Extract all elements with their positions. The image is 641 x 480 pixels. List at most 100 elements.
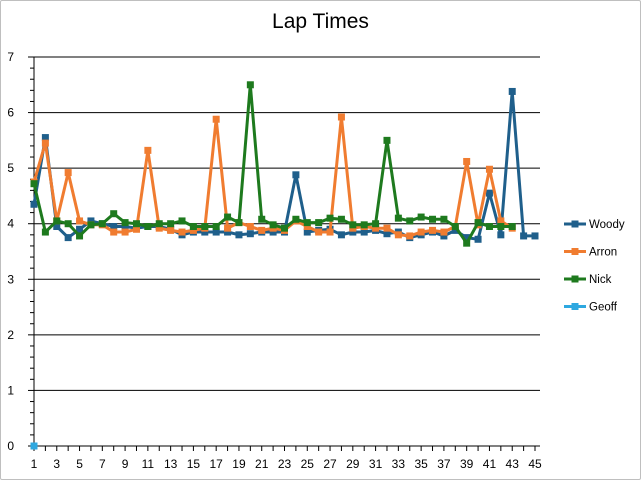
data-point-arron [64, 169, 72, 177]
y-tick-label: 1 [7, 383, 14, 397]
data-point-woody [360, 228, 368, 236]
data-point-nick [30, 180, 38, 188]
data-point-nick [440, 215, 448, 223]
data-point-woody [349, 228, 357, 236]
data-point-arron [178, 228, 186, 236]
data-point-woody [121, 222, 129, 230]
x-tick-label: 17 [210, 457, 224, 471]
data-point-woody [292, 171, 300, 179]
data-point-woody [337, 231, 345, 239]
data-point-woody [201, 228, 209, 236]
data-point-nick [224, 213, 232, 221]
data-point-nick [246, 81, 254, 89]
data-point-arron [485, 165, 493, 173]
data-point-arron [132, 225, 140, 233]
legend-marker-arron [571, 248, 579, 255]
data-point-arron [258, 226, 266, 234]
data-point-nick [451, 222, 459, 230]
x-tick-label: 3 [53, 457, 60, 471]
data-point-woody [520, 232, 528, 240]
data-point-arron [315, 228, 323, 236]
data-point-arron [429, 226, 437, 234]
data-point-nick [292, 215, 300, 223]
data-point-woody [224, 228, 232, 236]
data-point-arron [497, 217, 505, 225]
data-point-woody [531, 232, 539, 240]
x-tick-label: 31 [369, 457, 383, 471]
data-point-nick [303, 219, 311, 227]
data-point-nick [429, 215, 437, 223]
data-point-arron [155, 224, 163, 232]
x-tick-label: 27 [323, 457, 337, 471]
data-point-arron [372, 224, 380, 232]
chart-title: Lap Times [272, 10, 369, 33]
data-point-arron [246, 222, 254, 230]
data-point-arron [303, 222, 311, 230]
legend-label-geoff: Geoff [589, 302, 618, 314]
x-tick-label: 23 [278, 457, 292, 471]
x-tick-label: 19 [232, 457, 246, 471]
data-point-woody [303, 228, 311, 236]
data-point-nick [167, 220, 175, 228]
y-tick-label: 7 [7, 50, 14, 64]
y-tick-label: 4 [7, 217, 14, 231]
data-point-nick [64, 220, 72, 228]
data-point-nick [326, 214, 334, 222]
legend-marker-geoff [571, 303, 579, 310]
y-tick-label: 0 [7, 439, 14, 453]
y-tick-label: 2 [7, 328, 14, 342]
x-tick-label: 7 [99, 457, 106, 471]
data-point-arron [167, 226, 175, 234]
data-point-woody [235, 231, 243, 239]
data-point-arron [144, 146, 152, 154]
data-point-arron [406, 232, 414, 240]
data-point-geoff [30, 442, 38, 450]
data-point-woody [30, 200, 38, 208]
data-point-nick [189, 222, 197, 230]
x-tick-label: 15 [187, 457, 201, 471]
x-tick-label: 37 [437, 457, 451, 471]
data-point-arron [463, 157, 471, 165]
data-point-nick [372, 220, 380, 228]
data-point-nick [406, 217, 414, 225]
data-point-arron [440, 228, 448, 236]
data-point-nick [281, 224, 288, 232]
data-point-arron [394, 231, 402, 239]
data-point-nick [394, 214, 402, 222]
data-point-arron [224, 224, 232, 232]
data-point-nick [269, 221, 277, 229]
data-point-nick [212, 222, 220, 230]
x-tick-label: 41 [483, 457, 497, 471]
data-point-nick [337, 215, 345, 223]
data-point-woody [485, 189, 493, 197]
x-tick-label: 21 [255, 457, 269, 471]
data-point-woody [497, 231, 505, 239]
data-point-woody [269, 228, 277, 236]
data-point-arron [326, 228, 334, 236]
data-point-nick [258, 215, 266, 223]
data-point-woody [383, 230, 391, 238]
y-tick-label: 5 [7, 161, 14, 175]
legend-marker-nick [571, 275, 579, 283]
x-tick-label: 29 [346, 457, 360, 471]
data-point-woody [76, 225, 84, 233]
data-point-nick [349, 221, 357, 229]
data-point-nick [360, 221, 368, 229]
x-tick-label: 25 [301, 457, 315, 471]
x-tick-label: 35 [414, 457, 428, 471]
data-point-nick [463, 239, 471, 247]
data-point-woody [474, 235, 482, 243]
data-point-nick [87, 221, 95, 229]
x-tick-label: 13 [164, 457, 178, 471]
data-point-nick [41, 228, 49, 236]
legend-label-woody: Woody [589, 219, 625, 231]
data-point-arron [212, 115, 220, 123]
x-tick-label: 11 [142, 457, 155, 471]
data-point-woody [451, 226, 459, 234]
legend-label-nick: Nick [589, 274, 612, 286]
data-point-nick [201, 222, 209, 230]
data-point-arron [76, 217, 84, 225]
data-point-arron [417, 228, 425, 236]
data-point-woody [110, 222, 118, 230]
